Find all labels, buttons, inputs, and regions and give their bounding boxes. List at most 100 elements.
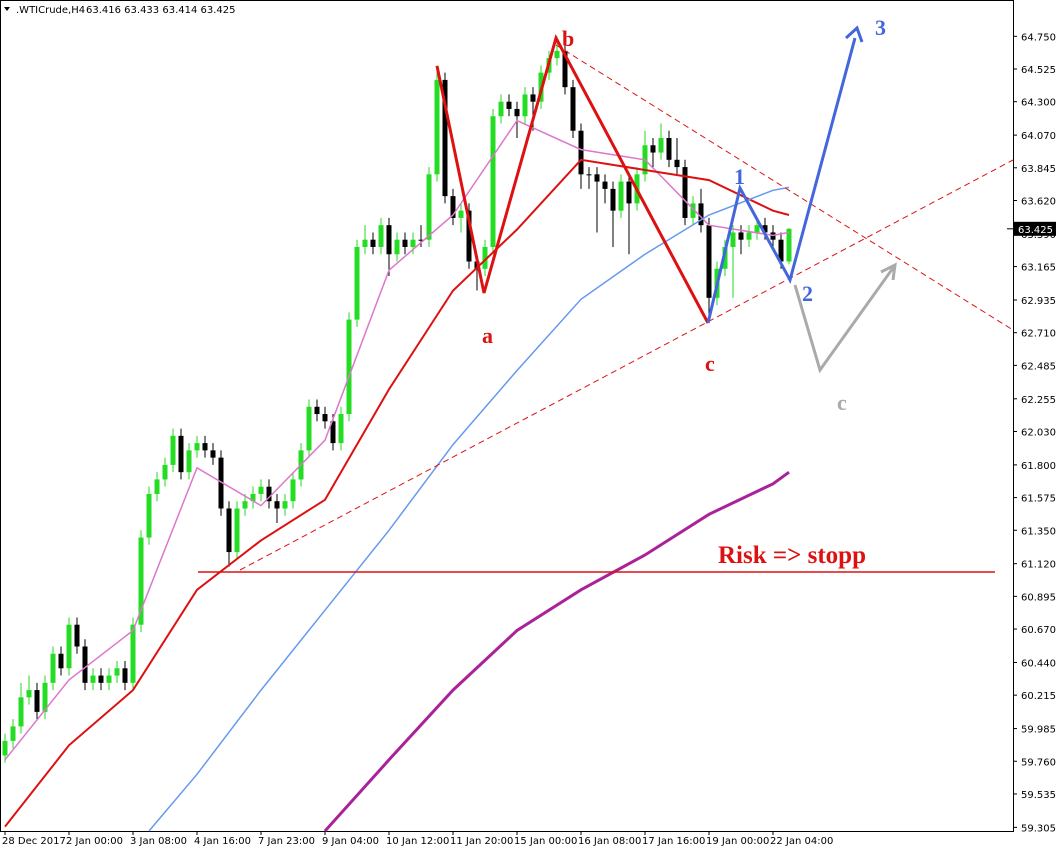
candle-body: [730, 232, 736, 247]
lower-trendline: [239, 159, 1014, 571]
y-tick-label: 64.300: [1021, 98, 1056, 109]
candle-body: [74, 624, 80, 647]
y-tick-label: 59.985: [1021, 725, 1056, 736]
candle-body: [242, 501, 248, 509]
candle-body: [98, 675, 104, 683]
candle-body: [138, 537, 144, 625]
candle-body: [698, 203, 704, 226]
candle-body: [370, 239, 376, 247]
y-tick-label: 63.845: [1021, 164, 1056, 175]
abc-zigzag: [435, 34, 710, 324]
menu-triangle: [4, 7, 10, 11]
candle-body: [346, 319, 352, 415]
label-1: 1: [734, 164, 745, 189]
y-tick-label: 61.120: [1021, 560, 1056, 571]
candle-body: [122, 668, 128, 683]
candle-body: [586, 174, 592, 176]
candle-body: [498, 101, 504, 117]
candle-body: [562, 50, 568, 88]
candle-body: [178, 435, 184, 473]
x-tick-label: 16 Jan 08:00: [578, 836, 641, 847]
candle-body: [26, 690, 32, 698]
candle-body: [2, 740, 8, 756]
label-c: c: [705, 351, 715, 376]
y-tick-label: 61.350: [1021, 526, 1056, 537]
candle-body: [226, 508, 232, 553]
x-tick-label: 9 Jan 04:00: [322, 836, 379, 847]
candle-body: [258, 486, 264, 494]
y-tick-label: 60.670: [1021, 625, 1056, 636]
x-tick-label: 3 Jan 08:00: [130, 836, 187, 847]
label-3: 3: [875, 15, 886, 40]
x-tick-label: 10 Jan 12:00: [386, 836, 449, 847]
y-tick-label: 59.535: [1021, 790, 1056, 801]
candle-body: [458, 210, 464, 218]
x-tick-label: 19 Jan 00:00: [706, 836, 769, 847]
x-tick-label: 17 Jan 16:00: [642, 836, 705, 847]
candle-body: [682, 167, 688, 218]
candle-body: [338, 414, 344, 444]
candle-body: [482, 246, 488, 269]
candle-body: [402, 239, 408, 247]
candle-body: [170, 435, 176, 465]
x-tick-label: 28 Dec 2017: [2, 836, 66, 847]
candle-body: [514, 108, 520, 117]
y-tick-label: 60.215: [1021, 691, 1056, 702]
x-tick-label: 4 Jan 16:00: [194, 836, 251, 847]
candle-body: [10, 726, 16, 741]
candle-body: [106, 675, 112, 683]
alt-zigzag: [793, 267, 895, 374]
candle-body: [490, 116, 496, 247]
candle-body: [82, 646, 88, 683]
candle-body: [746, 232, 752, 240]
y-tick-label: 60.895: [1021, 592, 1056, 603]
candle-body: [786, 228, 792, 262]
risk-label: Risk => stopp: [718, 542, 866, 569]
y-tick-label: 63.620: [1021, 196, 1056, 207]
y-tick-label: 61.800: [1021, 461, 1056, 472]
y-tick-label: 60.440: [1021, 658, 1056, 669]
y-tick-label: 64.525: [1021, 65, 1056, 76]
y-tick-label: 62.710: [1021, 329, 1056, 340]
y-tick-label: 62.255: [1021, 395, 1056, 406]
wave-zigzag: [706, 37, 857, 324]
moving-average: [148, 186, 790, 832]
moving-average: [4, 158, 790, 828]
candle-body: [610, 188, 616, 211]
candle-body: [354, 246, 360, 320]
label-2: 2: [802, 281, 813, 306]
candle-body: [410, 239, 416, 247]
candle-body: [218, 457, 224, 509]
candle-body: [690, 203, 696, 218]
candle-body: [554, 50, 560, 59]
candle-body: [658, 138, 664, 153]
candle-body: [618, 181, 624, 211]
candle-body: [706, 225, 712, 298]
candle-body: [570, 87, 576, 131]
candle-body: [386, 225, 392, 255]
y-tick-label: 62.935: [1021, 296, 1056, 307]
candle-body: [738, 232, 744, 240]
candle-body: [130, 624, 136, 683]
candle-body: [322, 414, 328, 422]
plot-frame: [0, 0, 1014, 832]
y-tick-label: 63.165: [1021, 263, 1056, 274]
candle-body: [722, 246, 728, 269]
candle-body: [666, 138, 672, 160]
moving-average: [4, 119, 790, 761]
last-price-box: [1014, 221, 1056, 236]
candle-body: [50, 653, 56, 683]
candle-body: [210, 450, 216, 458]
candle-body: [442, 79, 448, 197]
x-tick-label: 2 Jan 00:00: [66, 836, 123, 847]
candle-body: [202, 443, 208, 451]
candle-body: [594, 174, 600, 182]
candle-body: [650, 145, 656, 153]
candle-body: [418, 239, 424, 241]
candle-body: [674, 159, 680, 168]
candle-body: [194, 443, 200, 451]
candle-body: [450, 196, 456, 218]
label-a: a: [482, 323, 493, 348]
y-tick-label: 61.575: [1021, 494, 1056, 505]
